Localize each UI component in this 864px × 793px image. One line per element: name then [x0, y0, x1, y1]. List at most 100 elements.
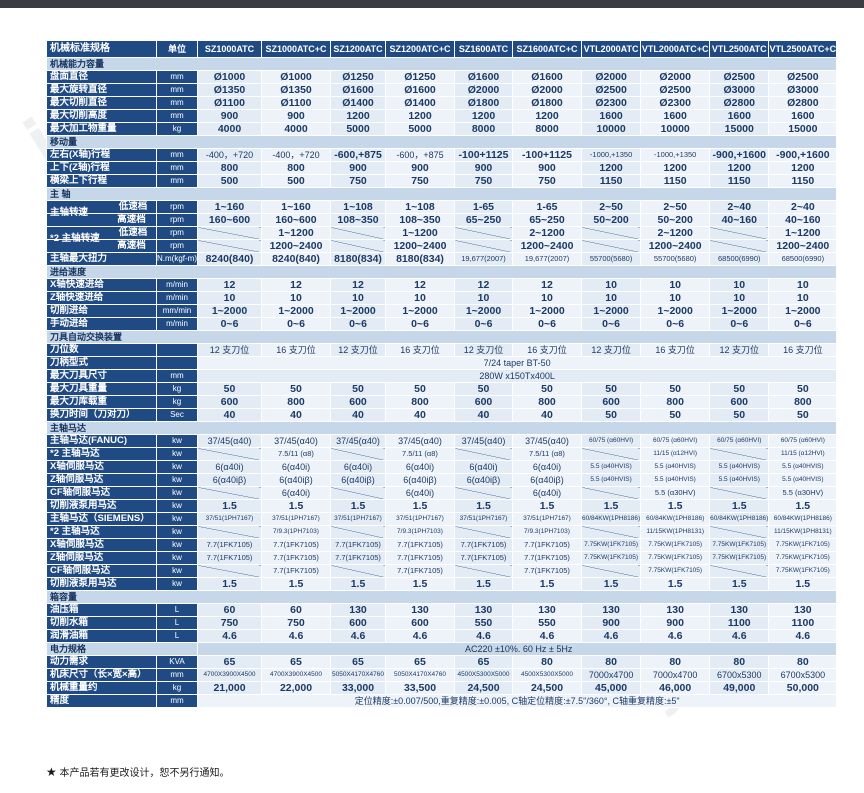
- value-cell: 1.5: [197, 499, 262, 513]
- value-cell: 750: [454, 174, 513, 188]
- value-cell: 7.7(1FK7105): [197, 551, 262, 565]
- value-cell: 8000: [512, 122, 582, 136]
- value-cell: 12: [385, 278, 455, 292]
- value-cell: 160~600: [261, 213, 331, 227]
- value-cell: 10000: [640, 122, 711, 136]
- value-cell: Ø1600: [454, 70, 513, 84]
- value-cell: 1~2000: [580, 304, 642, 318]
- value-cell: 7.75KW(1FK7105): [580, 538, 642, 552]
- value-cell: 900: [580, 616, 642, 630]
- value-cell: 900: [385, 161, 455, 175]
- empty-cell: [580, 447, 642, 461]
- value-cell: 6(α40iβ): [197, 473, 262, 487]
- table-row: 高速档 rpm 1200~2400 1200~2400 1200~2400 1200~24…: [46, 239, 838, 253]
- value-cell: 12 支刀位: [454, 343, 513, 357]
- value-cell: 4700X3900X4500: [197, 668, 262, 682]
- param-name: 主轴马达（SIEMENS）: [46, 512, 157, 526]
- empty-cell: [454, 239, 513, 253]
- value-cell: 65: [197, 655, 262, 669]
- value-cell: -400，+720: [197, 148, 262, 162]
- empty-cell: [580, 239, 642, 253]
- value-cell: 1150: [709, 174, 770, 188]
- value-cell: 130: [709, 603, 770, 617]
- unit-cell: kw: [156, 577, 198, 591]
- value-cell: 6(α40iβ): [330, 473, 386, 487]
- value-cell: 12: [197, 278, 262, 292]
- table-row: X轴伺服马达 kw 7.7(1FK7105) 7.7(1FK7105) 7.7(1FK7…: [46, 538, 838, 552]
- value-cell: 7.5/11 (α8): [385, 447, 455, 461]
- table-row: 主轴马达（SIEMENS） kw 37/51(1PH7167) 37/51(1PH71…: [46, 512, 838, 526]
- param-name: 切削液泵用马达: [46, 499, 157, 513]
- header-model: VTL2500ATC+C: [768, 40, 838, 58]
- param-name: Z轴快速进给: [46, 291, 157, 305]
- value-cell: 1~1200: [385, 226, 455, 240]
- unit-cell: kg: [156, 395, 198, 409]
- param-name-text: *2 主轴转速: [50, 233, 100, 244]
- section-row: 机械能力容量: [45, 57, 838, 71]
- value-cell: 130: [580, 603, 642, 617]
- value-cell: Ø3000: [768, 83, 838, 97]
- param-name: 左右(X轴)行程: [46, 148, 157, 162]
- section-title: 机械能力容量: [45, 57, 838, 71]
- value-cell: 19,677(2007): [454, 252, 513, 266]
- value-cell: 1200: [454, 109, 513, 123]
- table-row: 精度 mm 定位精度:±0.007/500,重复精度:±0.005, C轴定位精度:…: [46, 694, 838, 708]
- unit-cell: [156, 343, 198, 357]
- unit-cell: m/min: [156, 291, 198, 305]
- param-subname-text: 高速档: [117, 240, 146, 252]
- value-cell: 6(α40i): [197, 460, 262, 474]
- value-cell: 40~160: [768, 213, 838, 227]
- param-name: Z轴伺服马达: [46, 551, 157, 565]
- section-value: AC220 ±10%. 60 Hz ± 5Hz: [196, 642, 838, 656]
- param-name: 机床尺寸（长×宽×高）: [46, 668, 157, 682]
- value-cell: 900: [640, 616, 711, 630]
- header-unit: 单位: [156, 40, 198, 58]
- value-cell: 7.7(1FK7105): [385, 551, 455, 565]
- value-cell: 40~160: [709, 213, 770, 227]
- value-cell: 21,000: [197, 681, 262, 695]
- value-cell: -100+1125: [512, 148, 582, 162]
- value-cell: 33,000: [330, 681, 386, 695]
- value-cell: 12 支刀位: [330, 343, 386, 357]
- value-cell: 16 支刀位: [512, 343, 582, 357]
- value-cell: -100+1125: [454, 148, 513, 162]
- value-cell: 130: [640, 603, 711, 617]
- table-row: 左右(X轴)行程 mm -400，+720 -400，+720 -600,+875 -60…: [46, 148, 838, 162]
- value-cell: 5.5 (α40HVIS): [709, 473, 770, 487]
- value-cell: 1100: [709, 616, 770, 630]
- value-cell: 800: [512, 395, 582, 409]
- value-cell: 16 支刀位: [640, 343, 711, 357]
- value-cell: 1.5: [580, 499, 642, 513]
- empty-cell: [197, 564, 262, 578]
- value-cell: 500: [261, 174, 331, 188]
- value-cell: 1~2000: [640, 304, 711, 318]
- section-title: 进给速度: [45, 265, 838, 279]
- value-cell: 80: [512, 655, 582, 669]
- value-cell: 0~6: [197, 317, 262, 331]
- unit-cell: rpm: [156, 200, 198, 214]
- value-cell: 1-65: [512, 200, 582, 214]
- value-cell: 60/75 (α60HVI): [709, 434, 770, 448]
- value-cell: 65: [261, 655, 331, 669]
- table-row: 主轴马达(FANUC) kw 37/45(α40) 37/45(α40) 37/45(α…: [46, 434, 838, 448]
- empty-cell: [330, 447, 386, 461]
- table-row: Z轴快速进给 m/min 10 10 10 10 10 10 10 10 10 10: [46, 291, 838, 305]
- value-cell: 1200: [709, 161, 770, 175]
- value-cell: 6(α40i): [512, 460, 582, 474]
- value-cell: 60/75 (α60HVI): [640, 434, 711, 448]
- value-cell: 5.5 (α40HVIS): [640, 473, 711, 487]
- value-cell: 6(α40i): [261, 460, 331, 474]
- value-cell: 4000: [197, 122, 262, 136]
- empty-cell: [330, 564, 386, 578]
- unit-cell: rpm: [156, 226, 198, 240]
- value-cell: 37/45(α40): [454, 434, 513, 448]
- value-cell: 600: [385, 616, 455, 630]
- value-cell: 37/45(α40): [197, 434, 262, 448]
- unit-cell: mm: [156, 70, 198, 84]
- value-cell: 1.5: [768, 499, 838, 513]
- value-cell: 10: [512, 291, 582, 305]
- header-spec: 机械标准规格: [46, 40, 157, 58]
- table-row: X轴快速进给 m/min 12 12 12 12 12 12 10 10 10 10: [46, 278, 838, 292]
- value-cell: Ø1350: [261, 83, 331, 97]
- value-cell: 1.5: [454, 499, 513, 513]
